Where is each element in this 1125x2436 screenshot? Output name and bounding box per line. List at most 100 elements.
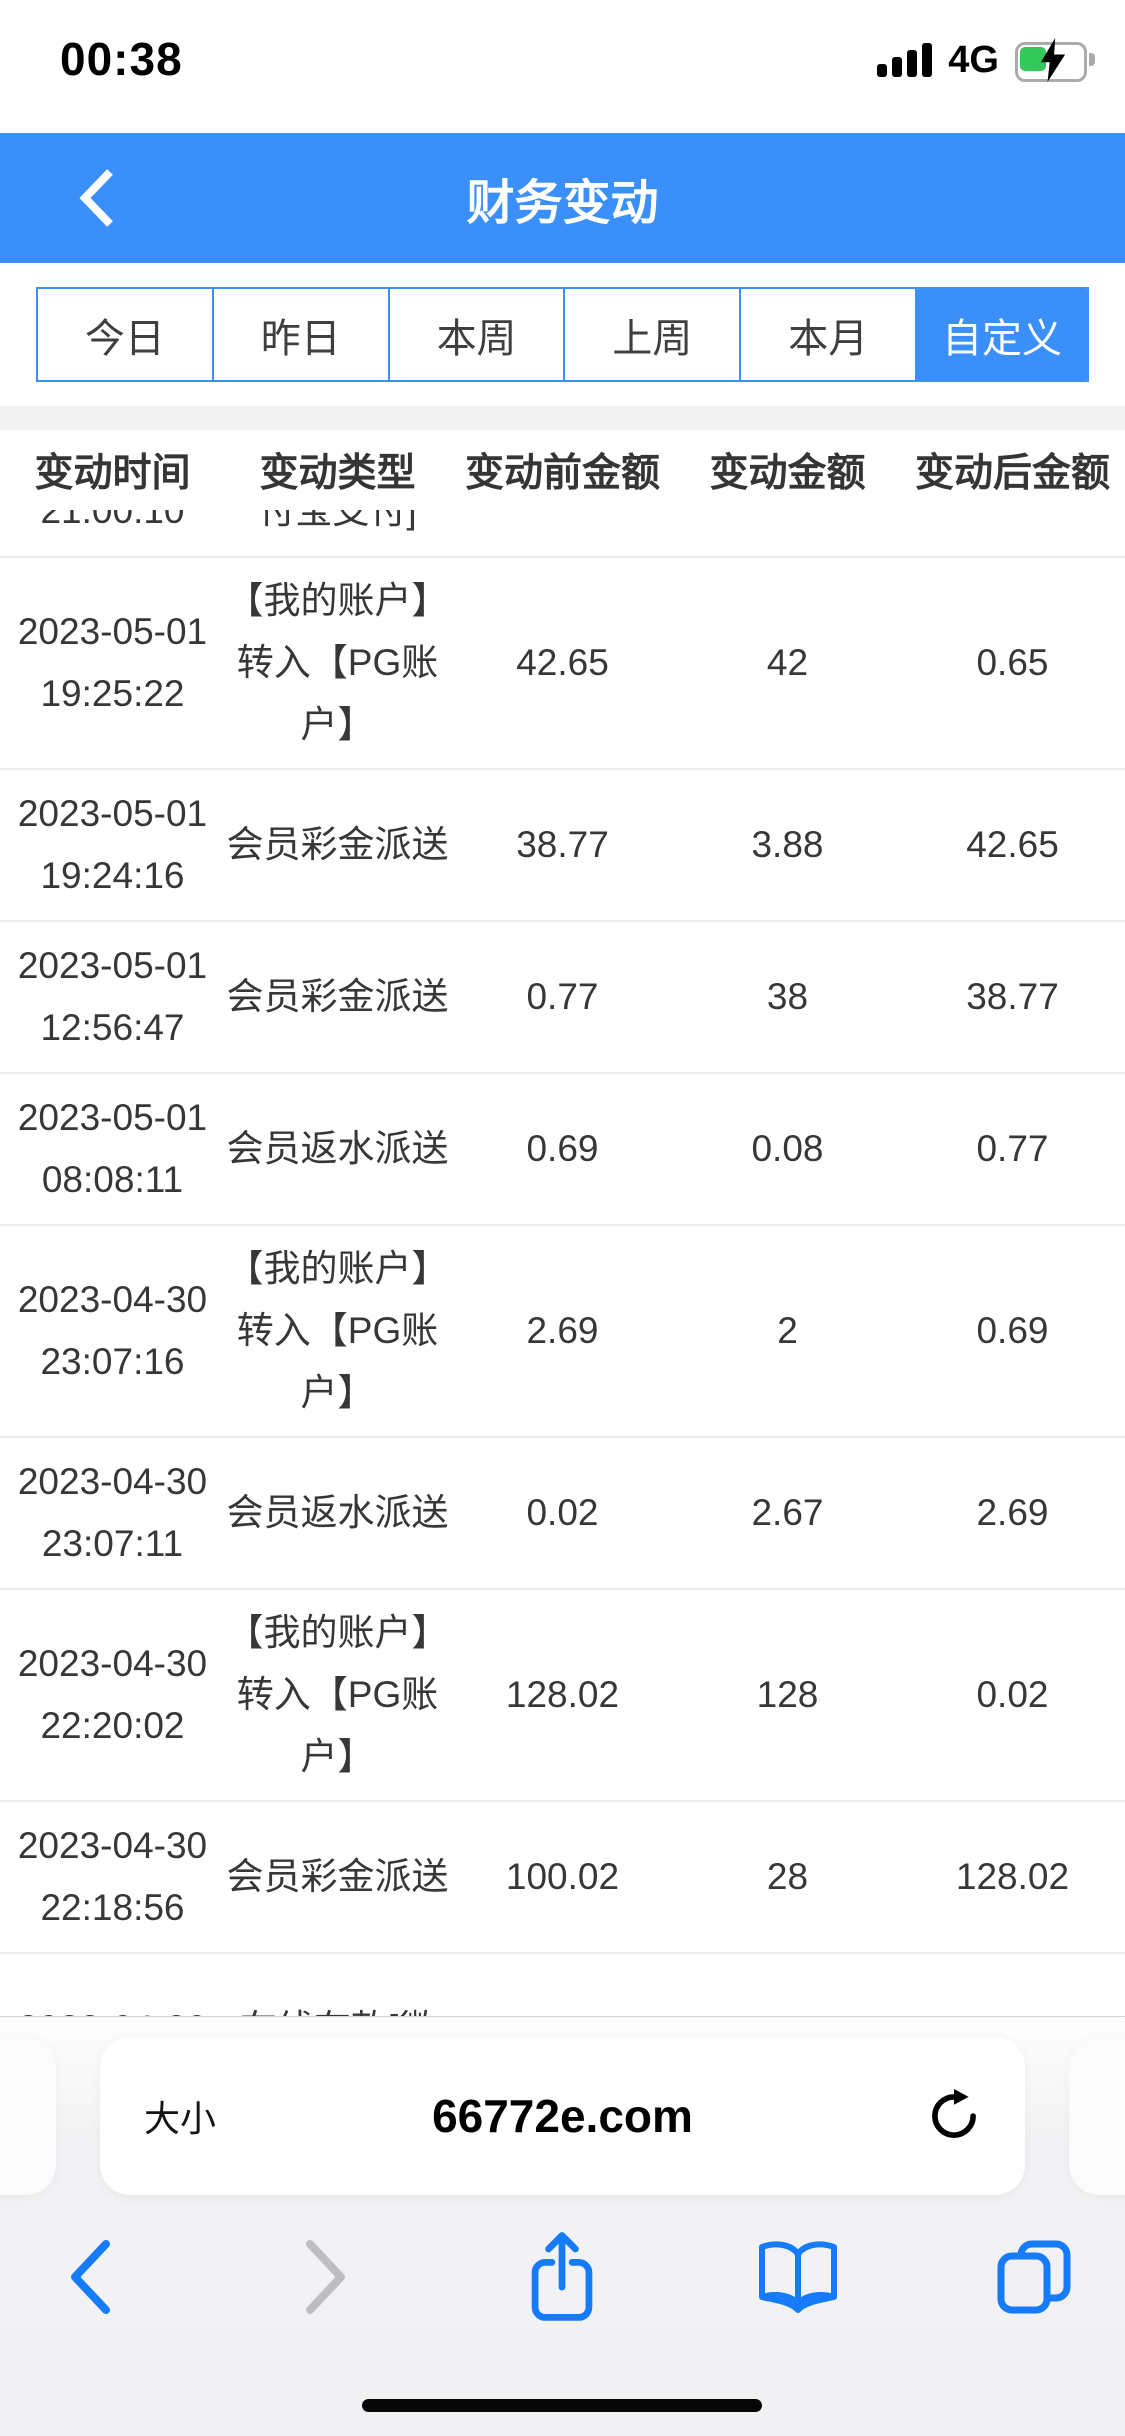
filter-tabbar-wrap: 今日 昨日 本周 上周 本月 自定义 [0, 263, 1125, 382]
table-row: 2023-04-30 23:07:11 会员返水派送 0.02 2.67 2.6… [0, 1438, 1125, 1590]
battery-charging-icon [1015, 38, 1099, 82]
tab-custom-selected[interactable]: 自定义 [915, 287, 1089, 382]
chevron-right-icon [306, 2240, 345, 2314]
table-row: 21:00:10 付宝支付] [0, 510, 1125, 558]
tabs-icon [997, 2240, 1071, 2314]
cell-after: 0.77 [976, 1128, 1049, 1169]
tabs-button[interactable] [974, 2217, 1094, 2337]
cell-amount: 38 [766, 976, 809, 1017]
table-row: 2023-04-30 22:18:56 会员彩金派送 100.02 28 128… [0, 1802, 1125, 1954]
cell-after: 0.69 [976, 1310, 1049, 1351]
cell-amount: 3.88 [751, 824, 824, 865]
filter-tabbar: 今日 昨日 本周 上周 本月 自定义 [36, 287, 1089, 382]
cell-time: 2023-05-01 08:08:11 [17, 1097, 208, 1200]
section-divider [0, 406, 1125, 430]
table-row: 2023-04-30 在线存款[微 [0, 1954, 1125, 2016]
prev-tab-peek[interactable] [0, 2037, 56, 2195]
status-icons: 4G [877, 30, 1099, 90]
cell-amount: 128 [756, 1674, 819, 1715]
header-change-time: 变动时间 [34, 452, 191, 495]
table-row: 2023-04-30 22:20:02 【我的账户】 转入【PG账 户】 128… [0, 1590, 1125, 1802]
table-row: 2023-04-30 23:07:16 【我的账户】 转入【PG账 户】 2.6… [0, 1226, 1125, 1438]
share-button[interactable] [502, 2217, 622, 2337]
cell-before: 0.02 [526, 1492, 599, 1533]
header-change-amount: 变动金额 [709, 452, 866, 495]
cell-before: 42.65 [516, 642, 609, 683]
address-label: 66772e.com [432, 2090, 693, 2142]
cell-after: 0.65 [976, 642, 1049, 683]
cell-type: 【我的账户】 转入【PG账 户】 [226, 580, 449, 745]
header-change-type: 变动类型 [259, 452, 416, 495]
table-row: 2023-05-01 08:08:11 会员返水派送 0.69 0.08 0.7… [0, 1074, 1125, 1226]
cell-type: 【我的账户】 转入【PG账 户】 [226, 1248, 449, 1413]
cell-type: 会员彩金派送 [226, 976, 449, 1017]
cell-time: 2023-05-01 12:56:47 [17, 945, 208, 1048]
cell-type: 【我的账户】 转入【PG账 户】 [226, 1612, 449, 1777]
cell-time: 2023-04-30 22:18:56 [17, 1825, 208, 1928]
reload-icon [932, 2089, 976, 2138]
chevron-left-icon [79, 169, 113, 227]
tab-last-week[interactable]: 上周 [565, 289, 742, 380]
tab-yesterday[interactable]: 昨日 [213, 289, 390, 380]
bookmarks-button[interactable] [738, 2217, 858, 2337]
cell-amount: 2 [777, 1310, 798, 1351]
history-forward-button[interactable] [266, 2217, 386, 2337]
cell-time: 2023-04-30 22:20:02 [17, 1643, 208, 1746]
nav-bar: 财务变动 [0, 133, 1125, 263]
cell-after: 0.02 [976, 1674, 1049, 1715]
cell-type: 在线存款[微 [225, 1998, 450, 2016]
cell-before: 100.02 [505, 1856, 620, 1897]
tab-this-month[interactable]: 本月 [741, 289, 918, 380]
cell-after: 128.02 [955, 1856, 1070, 1897]
history-back-button[interactable] [30, 2217, 150, 2337]
signal-strength-icon [877, 43, 933, 77]
cell-time: 2023-05-01 19:24:16 [17, 793, 208, 896]
lightning-bolt-icon [1040, 38, 1066, 82]
header-amount-after: 变动后金额 [914, 452, 1110, 495]
tab-this-week[interactable]: 本周 [389, 289, 566, 380]
back-button[interactable] [52, 133, 142, 263]
cell-amount: 28 [766, 1856, 809, 1897]
status-bar: 00:38 4G [0, 0, 1125, 133]
cell-time: 2023-04-30 23:07:11 [17, 1461, 208, 1564]
cell-amount: 42 [766, 642, 809, 683]
cell-time: 2023-05-01 19:25:22 [17, 611, 208, 714]
cell-before: 2.69 [526, 1310, 599, 1351]
cell-time: 2023-04-30 23:07:16 [17, 1279, 208, 1382]
cell-before: 128.02 [505, 1674, 620, 1715]
cell-after: 38.77 [966, 976, 1059, 1017]
table-row: 2023-05-01 19:25:22 【我的账户】 转入【PG账 户】 42.… [0, 558, 1125, 770]
cell-after: 2.69 [976, 1492, 1049, 1533]
cell-type: 付宝支付] [258, 510, 417, 531]
header-amount-before: 变动前金额 [464, 452, 660, 495]
table-header: 变动时间 变动类型 变动前金额 变动金额 变动后金额 [0, 430, 1125, 510]
table-row: 2023-05-01 12:56:47 会员彩金派送 0.77 38 38.77 [0, 922, 1125, 1074]
url-bar[interactable]: 大小 66772e.com [100, 2037, 1025, 2195]
cell-after: 42.65 [966, 824, 1059, 865]
browser-chrome: 大小 66772e.com [0, 2016, 1125, 2436]
text-size-button[interactable]: 大小 [144, 2098, 217, 2139]
cell-type: 会员彩金派送 [226, 824, 449, 865]
share-icon [531, 2232, 593, 2321]
cell-type: 会员彩金派送 [226, 1856, 449, 1897]
next-tab-peek[interactable] [1069, 2037, 1125, 2195]
reload-button[interactable] [835, 2089, 1025, 2143]
cell-amount: 2.67 [751, 1492, 824, 1533]
page-title: 财务变动 [466, 177, 659, 230]
cell-amount: 0.08 [751, 1128, 824, 1169]
network-type-label: 4G [948, 38, 999, 81]
status-time: 00:38 [60, 33, 183, 85]
cell-time: 21:00:10 [40, 510, 185, 531]
transactions-list: 21:00:10 付宝支付] 2023-05-01 19:25:22 【我的账户… [0, 510, 1125, 2016]
tab-today[interactable]: 今日 [38, 289, 214, 380]
cell-before: 0.77 [526, 976, 599, 1017]
table-row: 2023-05-01 19:24:16 会员彩金派送 38.77 3.88 42… [0, 770, 1125, 922]
home-indicator[interactable] [362, 2399, 762, 2412]
cell-before: 38.77 [516, 824, 609, 865]
cell-type: 会员返水派送 [226, 1128, 449, 1169]
cell-type: 会员返水派送 [226, 1492, 449, 1533]
cell-time: 2023-04-30 [0, 1998, 225, 2016]
cell-before: 0.69 [526, 1128, 599, 1169]
chevron-left-icon [71, 2240, 110, 2314]
